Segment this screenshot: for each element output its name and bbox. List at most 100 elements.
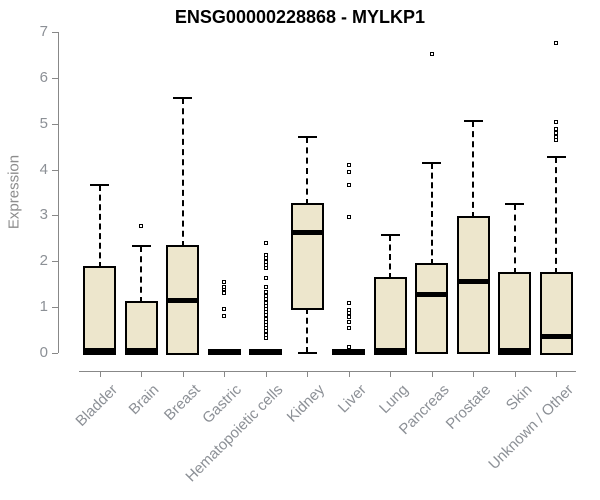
median-lung <box>373 348 407 354</box>
y-tick <box>52 215 58 217</box>
outlier-hematopoietic-cells <box>263 294 268 299</box>
y-tick <box>52 32 58 33</box>
median-hematopoietic-cells <box>249 349 282 355</box>
outlier-gastric <box>222 291 226 296</box>
outlier-liver <box>346 162 351 167</box>
y-tick-label: 0 <box>39 344 48 361</box>
outlier-liver <box>346 183 351 188</box>
outlier-liver <box>346 315 351 320</box>
x-tick <box>514 371 516 377</box>
y-tick <box>52 77 58 79</box>
whisker-high-cap-lung <box>380 233 400 236</box>
whisker-high-cap-brain <box>131 245 151 248</box>
box-bladder <box>83 266 116 355</box>
whisker-high-cap-skin <box>505 203 524 206</box>
outlier-liver <box>346 301 351 306</box>
y-axis-line <box>58 32 59 353</box>
outlier-unknown-other <box>554 119 558 124</box>
outlier-liver <box>346 214 351 219</box>
median-pancreas <box>415 291 448 297</box>
median-liver <box>332 349 365 355</box>
whisker-high-cap-kidney <box>297 136 317 139</box>
outlier-liver <box>346 169 351 174</box>
outlier-hematopoietic-cells <box>263 240 268 245</box>
whisker-high-cap-bladder <box>90 183 109 186</box>
outlier-hematopoietic-cells <box>263 284 268 289</box>
whisker-high-cap-breast <box>173 97 192 100</box>
x-tick-label-kidney: Kidney <box>283 381 329 426</box>
whisker-high-kidney <box>306 137 308 206</box>
y-tick-label: 1 <box>39 298 48 316</box>
whisker-low-cap-kidney <box>297 352 317 354</box>
outlier-unknown-other <box>554 127 558 132</box>
outlier-liver <box>346 345 351 350</box>
outlier-pancreas <box>429 52 434 56</box>
outlier-gastric <box>222 284 226 289</box>
x-tick <box>431 371 433 377</box>
y-tick <box>52 261 58 263</box>
box-pancreas <box>415 262 448 355</box>
outlier-unknown-other <box>554 134 558 139</box>
whisker-high-cap-unknown-other <box>546 156 566 159</box>
x-tick <box>348 371 350 377</box>
median-kidney <box>290 229 324 235</box>
x-tick-label-brain: Brain <box>125 381 163 419</box>
x-tick <box>307 371 308 377</box>
outlier-gastric <box>222 314 226 319</box>
median-breast <box>166 297 199 303</box>
y-tick-label: 5 <box>39 114 48 132</box>
whisker-high-brain <box>140 246 142 304</box>
x-tick-label-skin: Skin <box>503 381 536 414</box>
median-unknown-other <box>539 334 573 340</box>
x-tick <box>182 371 184 377</box>
outlier-liver <box>346 319 351 324</box>
y-tick-label: 3 <box>39 206 48 224</box>
whisker-high-cap-prostate <box>463 120 483 123</box>
y-tick-label: 7 <box>39 23 48 40</box>
box-lung <box>373 276 407 355</box>
x-tick-label-liver: Liver <box>334 381 370 417</box>
box-kidney <box>290 203 324 311</box>
x-tick <box>141 371 142 377</box>
whisker-low-kidney <box>306 308 308 353</box>
x-tick <box>265 371 267 377</box>
outlier-gastric <box>222 279 226 284</box>
whisker-high-skin <box>513 204 516 275</box>
whisker-high-cap-pancreas <box>422 161 441 164</box>
whisker-high-bladder <box>98 184 101 269</box>
box-unknown-other <box>539 272 573 355</box>
outlier-hematopoietic-cells <box>263 260 268 265</box>
whisker-high-breast <box>181 98 184 247</box>
y-tick-label: 6 <box>39 68 48 86</box>
outlier-hematopoietic-cells <box>263 290 268 294</box>
median-skin <box>498 348 531 354</box>
x-tick-label-breast: Breast <box>161 381 204 424</box>
x-tick <box>224 371 225 377</box>
x-tick-label-prostate: Prostate <box>442 381 495 433</box>
outlier-liver <box>346 325 351 330</box>
y-tick-label: 2 <box>39 252 48 270</box>
x-axis-line <box>79 371 576 372</box>
median-prostate <box>456 279 490 285</box>
outlier-unknown-other <box>554 130 558 135</box>
outlier-gastric <box>222 307 226 312</box>
box-skin <box>498 272 531 355</box>
whisker-high-pancreas <box>430 162 433 265</box>
box-brain <box>124 301 158 355</box>
y-tick <box>52 123 58 125</box>
outlier-hematopoietic-cells <box>263 252 268 257</box>
outlier-liver <box>346 307 351 312</box>
x-tick <box>473 371 474 377</box>
x-tick-label-lung: Lung <box>375 381 412 417</box>
median-brain <box>124 348 158 354</box>
median-bladder <box>83 348 116 354</box>
median-gastric <box>207 349 241 355</box>
outlier-brain <box>139 223 143 228</box>
outlier-unknown-other <box>554 41 558 45</box>
y-tick-label: 4 <box>39 160 48 178</box>
box-prostate <box>456 215 490 355</box>
y-tick <box>52 169 58 171</box>
x-tick <box>556 371 557 377</box>
whisker-high-prostate <box>472 121 474 218</box>
